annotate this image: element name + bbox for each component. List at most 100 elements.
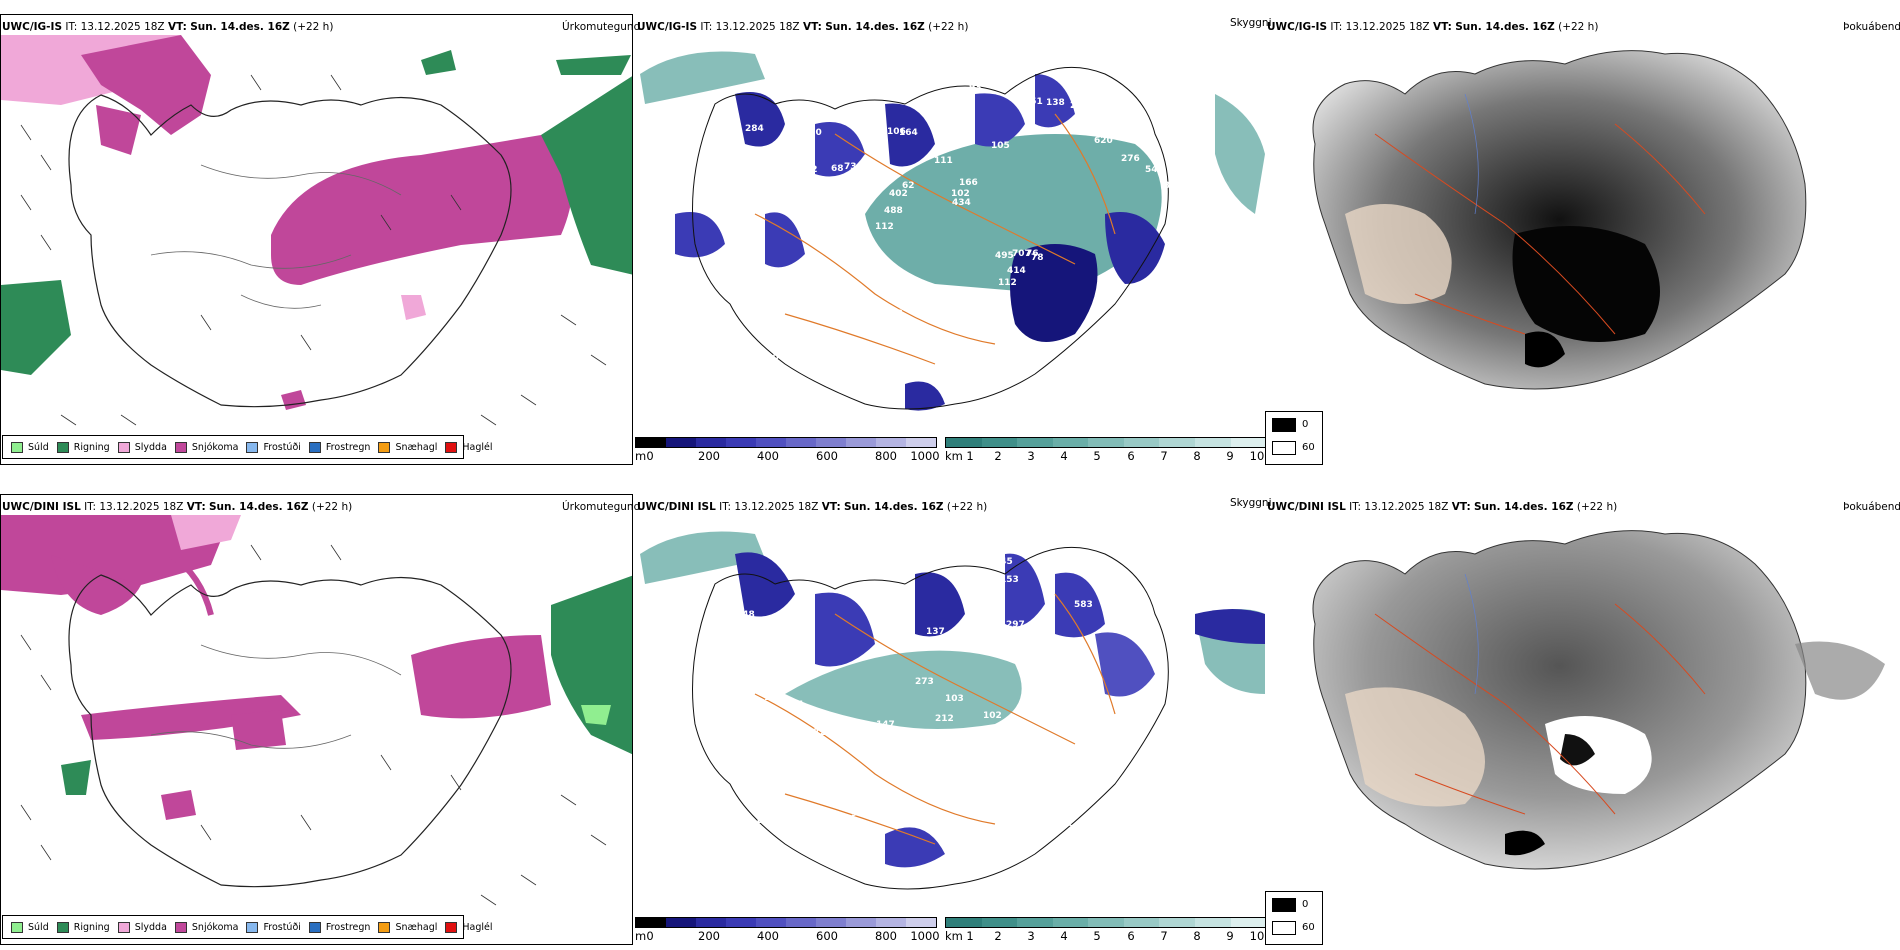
cloud-base-label: 881 <box>986 318 1005 328</box>
cloud-base-label: 113 <box>755 816 774 826</box>
cbar-swatch <box>666 438 696 447</box>
precip-title-row2: UWC/DINI ISL IT: 13.12.2025 18Z VT: Sun.… <box>2 501 353 513</box>
cloud-base-label: 305 <box>847 769 866 779</box>
precip-legend-row1: Súld Rigning Slydda Snjókoma Frostúði Fr… <box>2 435 493 459</box>
cbar-swatch <box>846 918 876 927</box>
cbar-tick: 5 <box>1093 449 1101 463</box>
cbar-tick: 400 <box>757 929 779 943</box>
cbar-swatch <box>1230 438 1267 447</box>
cbar-tick: 10 <box>1249 929 1265 943</box>
cbar-swatch <box>981 438 1018 447</box>
cloud-base-label: 45 <box>717 321 730 331</box>
cbar-tick: 6 <box>1127 929 1135 943</box>
cloud-cbar-m-row1: m 0 200 400 600 800 1000 <box>635 437 940 465</box>
cloud-base-label: 120 <box>1051 723 1070 733</box>
fog-panel-row2 <box>1265 494 1900 894</box>
legend-item: Frostregn <box>308 441 370 453</box>
cloud-panel-label-row2: Skyggni <box>1230 497 1272 509</box>
cbar-tick: 1000 <box>910 449 940 463</box>
cloud-base-label: 88 <box>738 190 751 200</box>
cloud-base-label: 109 <box>988 749 1007 759</box>
cloud-base-label: 158 <box>723 354 742 364</box>
legend-item: Snæhagl <box>378 921 437 933</box>
cloud-base-label: 110 <box>720 683 739 693</box>
fog-title-row2: UWC/DINI ISL IT: 13.12.2025 18Z VT: Sun.… <box>1267 501 1618 513</box>
legend-item: Rigning <box>56 921 110 933</box>
cloud-base-label: 78 <box>719 335 732 345</box>
cloud-base-label: 668 <box>1146 284 1165 294</box>
cbar-swatches <box>945 917 1267 928</box>
cloud-base-label: 284 <box>745 124 764 134</box>
cloud-base-label: 297 <box>1006 620 1025 630</box>
cloud-base-label: 200 <box>1094 847 1113 857</box>
cbar-swatch <box>786 918 816 927</box>
legend-item: Súld <box>11 441 49 453</box>
cbar-tick: 9 <box>1226 929 1234 943</box>
cbar-tick: 3 <box>1027 929 1035 943</box>
cbar-swatches <box>635 437 937 448</box>
cloud-base-label: 104 <box>781 175 800 185</box>
cloud-base-label: 54 <box>1145 165 1158 175</box>
cbar-swatch <box>726 438 756 447</box>
cbar-swatch <box>696 918 726 927</box>
cloud-panel-row2: 200 111 109 148 122 120 101 128 143 137 125 213 201 9… <box>635 494 1265 914</box>
cloud-base-label: 521 <box>998 752 1017 762</box>
cloud-base-label: 100 <box>760 353 779 363</box>
cbar-tick: 5 <box>1093 929 1101 943</box>
cbar-tick: 600 <box>816 449 838 463</box>
cbar-swatch <box>1159 918 1195 927</box>
cloud-base-label: 105 <box>991 141 1010 151</box>
cloud-base-label: 97 <box>788 146 801 156</box>
cloud-map-row2: 200 111 109 148 122 120 101 128 143 137 125 213 201 9… <box>640 531 1265 890</box>
cbar-swatch <box>816 918 846 927</box>
cbar-unit: m <box>635 929 647 943</box>
cloud-base-label: 938 <box>1153 103 1172 113</box>
cloud-title-row2: UWC/DINI ISL IT: 13.12.2025 18Z VT: Sun.… <box>637 501 988 513</box>
cloud-base-label: 105 <box>811 203 830 213</box>
cbar-swatch <box>1088 438 1124 447</box>
fog-title-row1: UWC/IG-IS IT: 13.12.2025 18Z VT: Sun. 14… <box>1267 21 1599 33</box>
cloud-base-label: 145 <box>994 557 1013 567</box>
cloud-base-label: 620 <box>1094 136 1113 146</box>
cloud-base-label: 143 <box>1045 636 1064 646</box>
cbar-swatch <box>876 918 906 927</box>
cloud-base-label: 540 <box>1110 600 1129 610</box>
cloud-base-label: 71 <box>1120 625 1133 635</box>
cloud-base-label: 99 <box>949 629 962 639</box>
cloud-base-label: 148 <box>736 610 755 620</box>
cbar-tick: 200 <box>698 449 720 463</box>
legend-swatch-white <box>1272 921 1296 935</box>
cbar-swatch <box>906 438 936 447</box>
cbar-tick: 1 <box>966 929 974 943</box>
cloud-base-label: 111 <box>909 73 928 83</box>
cloud-base-label: 153 <box>1009 849 1028 859</box>
cloud-base-label: 111 <box>934 156 953 166</box>
cbar-swatch <box>666 918 696 927</box>
cbar-swatch <box>1017 438 1053 447</box>
cbar-tick: 4 <box>1060 449 1068 463</box>
cbar-swatch <box>786 438 816 447</box>
cbar-swatch <box>946 918 982 927</box>
cloud-base-label: 211 <box>1070 101 1089 111</box>
cloud-base-label: 116 <box>892 319 911 329</box>
legend-item: Haglél <box>445 441 493 453</box>
cbar-unit: km <box>945 929 963 943</box>
cbar-tick: 7 <box>1160 449 1168 463</box>
precip-panel-row2 <box>0 494 633 945</box>
cloud-base-label: 176 <box>890 279 909 289</box>
cloud-panel-row1: 151 88 109 112 105 100 106 111 72 73 78 118 164 166 78… <box>635 14 1265 434</box>
legend-item: Slydda <box>117 921 167 933</box>
cloud-base-label: 42 <box>805 165 818 175</box>
cbar-tick: 1000 <box>910 929 940 943</box>
cloud-base-label: 402 <box>889 189 908 199</box>
cloud-base-label: 112 <box>875 222 894 232</box>
cbar-swatch <box>696 438 726 447</box>
cloud-base-label: 213 <box>1067 824 1086 834</box>
cloud-base-label: 129 <box>758 357 777 367</box>
cloud-base-label: 109 <box>1108 575 1127 585</box>
fog-map-row2 <box>1312 530 1885 870</box>
vt-value: Sun. 14.des. 16Z <box>190 21 290 33</box>
legend-label: 60 <box>1302 922 1315 933</box>
cbar-unit: m <box>635 449 647 463</box>
cloud-cbar-m-row2: m 0 200 400 600 800 1000 <box>635 917 940 945</box>
